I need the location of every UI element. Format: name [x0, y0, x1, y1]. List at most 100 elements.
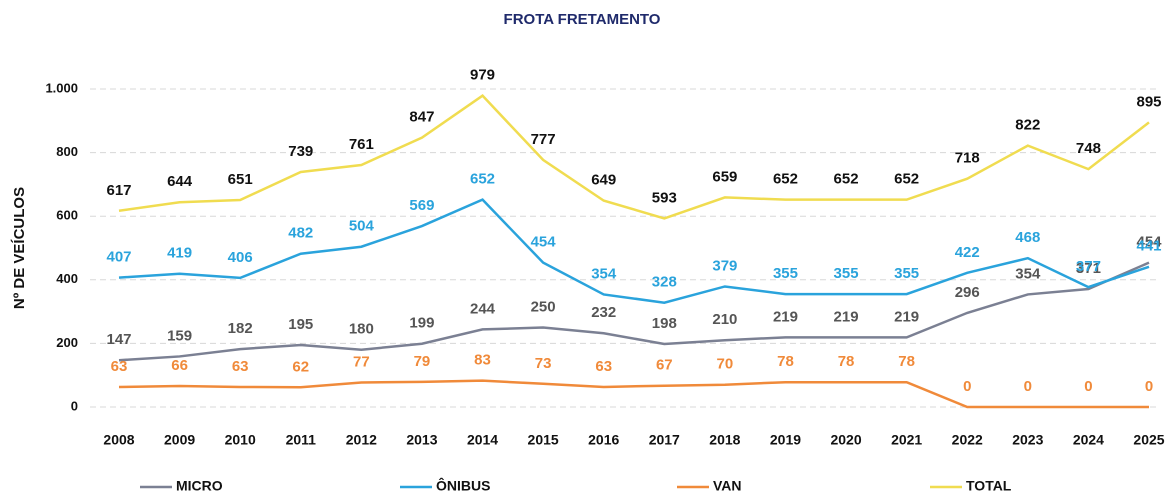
- x-tick-label: 2019: [770, 432, 801, 448]
- x-tick-label: 2009: [164, 432, 195, 448]
- data-label: 468: [1015, 229, 1040, 246]
- data-label: 63: [111, 358, 128, 375]
- data-label: 147: [106, 331, 131, 348]
- data-label: 296: [955, 284, 980, 301]
- data-label: 199: [409, 315, 434, 332]
- data-label: 617: [106, 182, 131, 199]
- data-label: 441: [1136, 238, 1161, 255]
- legend-label: ÔNIBUS: [436, 477, 490, 494]
- x-tick-label: 2008: [103, 432, 134, 448]
- data-label: 979: [470, 67, 495, 84]
- data-label: 78: [838, 353, 855, 370]
- data-label: 0: [1145, 378, 1153, 395]
- data-label: 652: [894, 171, 919, 188]
- data-label: 73: [535, 355, 552, 372]
- data-label: 354: [591, 265, 617, 282]
- data-label: 422: [955, 244, 980, 261]
- data-label: 67: [656, 357, 673, 374]
- data-label: 180: [349, 321, 374, 338]
- data-label: 78: [898, 353, 915, 370]
- data-label: 419: [167, 245, 192, 262]
- y-axis-label: Nº DE VEÍCULOS: [11, 187, 28, 309]
- line: [118, 379, 1149, 409]
- data-label: 70: [717, 356, 734, 373]
- data-label: 406: [228, 249, 253, 266]
- line: [118, 94, 1150, 220]
- data-label: 652: [470, 171, 495, 188]
- x-tick-label: 2017: [649, 432, 680, 448]
- data-label: 651: [228, 171, 253, 188]
- legend-label: VAN: [713, 478, 742, 494]
- data-label: 504: [349, 218, 375, 235]
- data-label: 0: [1084, 378, 1092, 395]
- data-label: 195: [288, 316, 313, 333]
- data-label: 0: [963, 378, 971, 395]
- x-tick-label: 2022: [952, 432, 983, 448]
- x-tick-label: 2012: [346, 432, 377, 448]
- data-label: 355: [894, 265, 919, 282]
- x-tick-label: 2023: [1012, 432, 1043, 448]
- data-label: 777: [531, 131, 556, 148]
- y-tick-label: 0: [71, 398, 78, 413]
- data-label: 63: [595, 358, 612, 375]
- data-label: 219: [773, 308, 798, 325]
- data-label: 847: [409, 109, 434, 126]
- data-label: 371: [1076, 260, 1101, 277]
- y-tick-label: 600: [56, 208, 78, 223]
- x-tick-label: 2010: [225, 432, 256, 448]
- x-tick-label: 2018: [709, 432, 740, 448]
- data-label: 379: [712, 257, 737, 274]
- x-tick-label: 2016: [588, 432, 619, 448]
- data-label: 822: [1015, 117, 1040, 134]
- data-label: 454: [531, 234, 557, 251]
- data-label: 355: [834, 265, 859, 282]
- legend-label: TOTAL: [966, 478, 1012, 494]
- data-label: 593: [652, 189, 677, 206]
- data-label: 63: [232, 358, 249, 375]
- data-label: 659: [712, 168, 737, 185]
- data-label: 219: [894, 308, 919, 325]
- data-label: 569: [409, 197, 434, 214]
- x-tick-label: 2021: [891, 432, 922, 448]
- data-label: 77: [353, 353, 370, 370]
- x-tick-label: 2011: [286, 432, 317, 448]
- line: [118, 198, 1150, 304]
- data-label: 79: [414, 353, 431, 370]
- data-label: 219: [834, 308, 859, 325]
- data-label: 649: [591, 172, 616, 189]
- data-label: 355: [773, 265, 798, 282]
- data-label: 244: [470, 300, 496, 317]
- y-tick-label: 200: [56, 335, 78, 350]
- data-label: 182: [228, 320, 253, 337]
- data-label: 644: [167, 173, 193, 190]
- x-tick-label: 2013: [406, 432, 437, 448]
- x-tick-label: 2015: [528, 432, 559, 448]
- data-label: 761: [349, 136, 374, 153]
- y-tick-label: 800: [56, 144, 78, 159]
- x-tick-label: 2024: [1073, 432, 1104, 448]
- data-label: 454: [1136, 234, 1162, 251]
- data-label: 66: [171, 357, 188, 374]
- x-tick-label: 2014: [467, 432, 498, 448]
- data-label: 0: [1024, 378, 1032, 395]
- data-label: 83: [474, 352, 491, 369]
- data-label: 159: [167, 327, 192, 344]
- legend-label: MICRO: [176, 478, 223, 494]
- data-label: 407: [106, 249, 131, 266]
- data-label: 210: [712, 311, 737, 328]
- data-label: 748: [1076, 140, 1101, 157]
- y-tick-label: 1.000: [45, 80, 78, 95]
- data-label: 739: [288, 143, 313, 160]
- data-label: 354: [1015, 265, 1041, 282]
- data-label: 78: [777, 353, 794, 370]
- y-tick-label: 400: [56, 271, 78, 286]
- data-label: 62: [292, 358, 309, 375]
- x-tick-label: 2025: [1133, 432, 1164, 448]
- data-label: 250: [531, 298, 556, 315]
- data-label: 377: [1076, 258, 1101, 275]
- data-label: 652: [773, 171, 798, 188]
- line: [118, 261, 1150, 362]
- data-label: 232: [591, 304, 616, 321]
- data-label: 652: [834, 171, 859, 188]
